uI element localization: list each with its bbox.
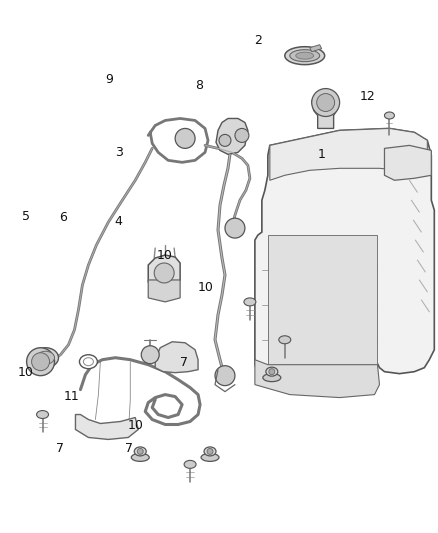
Ellipse shape [32,348,59,368]
Text: 2: 2 [254,34,262,47]
Polygon shape [255,128,434,384]
Text: 9: 9 [105,73,113,86]
Circle shape [175,128,195,148]
Circle shape [225,218,245,238]
Ellipse shape [134,447,146,456]
Text: 1: 1 [318,148,325,161]
Ellipse shape [266,367,278,376]
Text: 12: 12 [360,90,375,103]
Circle shape [32,353,49,370]
Polygon shape [270,128,427,180]
Polygon shape [385,146,431,180]
Text: 10: 10 [156,249,173,262]
Text: 7: 7 [180,356,188,369]
Circle shape [154,263,174,283]
Text: 10: 10 [128,419,144,432]
Text: 7: 7 [56,442,64,455]
Circle shape [137,448,143,455]
Circle shape [215,366,235,385]
Ellipse shape [184,461,196,469]
Text: 10: 10 [198,281,214,294]
Ellipse shape [279,336,291,344]
Text: 5: 5 [22,209,30,222]
Polygon shape [312,101,337,128]
Polygon shape [75,415,138,439]
Text: 6: 6 [59,211,67,224]
Text: 11: 11 [64,390,80,403]
Ellipse shape [263,374,281,382]
Ellipse shape [37,351,54,364]
Text: 7: 7 [126,442,134,455]
Ellipse shape [385,112,395,119]
Text: 4: 4 [115,215,123,228]
Text: 8: 8 [195,79,203,92]
Ellipse shape [83,358,93,366]
Polygon shape [310,45,321,52]
Ellipse shape [285,47,325,64]
Ellipse shape [79,355,97,369]
Circle shape [207,448,213,455]
Circle shape [269,369,275,375]
Polygon shape [255,360,379,398]
Polygon shape [148,255,180,290]
Polygon shape [216,118,248,155]
Text: 10: 10 [18,366,34,379]
Ellipse shape [296,52,314,59]
Circle shape [141,346,159,364]
Circle shape [219,134,231,147]
Circle shape [27,348,54,376]
Ellipse shape [244,298,256,306]
Circle shape [317,94,335,111]
Ellipse shape [204,447,216,456]
Ellipse shape [201,454,219,462]
Ellipse shape [290,50,320,62]
Circle shape [312,88,339,117]
Circle shape [235,128,249,142]
Polygon shape [148,280,180,302]
Text: 3: 3 [115,146,123,159]
Polygon shape [268,235,378,365]
Polygon shape [155,342,198,373]
Ellipse shape [37,410,49,418]
Ellipse shape [131,454,149,462]
